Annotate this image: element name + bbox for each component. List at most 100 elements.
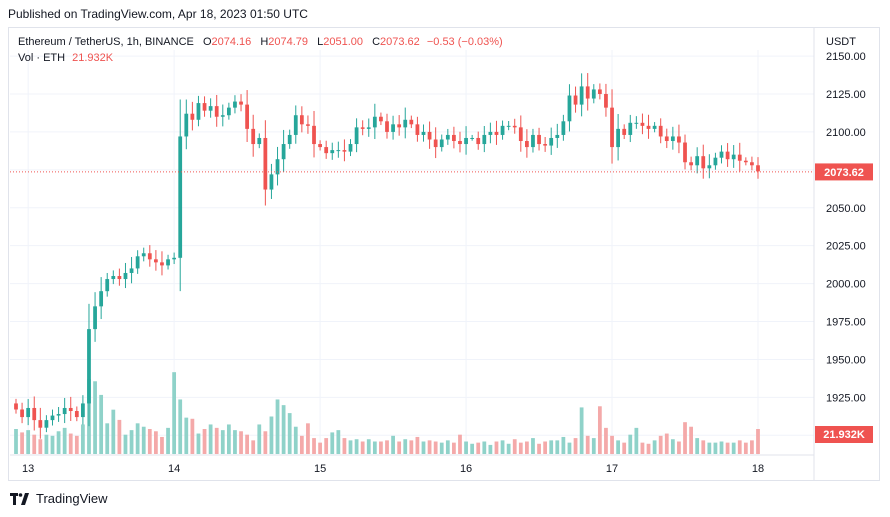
candle-body (172, 257, 177, 260)
candle-body (269, 174, 274, 190)
candle-body (348, 144, 353, 152)
price-axis[interactable]: 1900.001925.001950.001975.002000.002025.… (10, 28, 866, 480)
volume-bar (251, 440, 256, 454)
volume-bar (701, 440, 706, 454)
volume-bar (689, 426, 693, 454)
candle-body (299, 115, 304, 125)
volume-bar (318, 442, 322, 454)
volume-bar (670, 439, 675, 454)
candle-body (518, 127, 523, 142)
candle-body (233, 101, 237, 108)
price-tick-label: 2150.00 (826, 51, 866, 63)
candle-body (743, 160, 748, 163)
candle-body (99, 291, 104, 307)
price-tick-label: 1975.00 (826, 317, 866, 329)
candle-body (555, 134, 560, 138)
volume-bar (68, 433, 73, 454)
candle-body (543, 144, 548, 146)
candle-body (427, 131, 432, 140)
candle-body (135, 256, 140, 269)
volume-bar (524, 441, 529, 454)
candle-body (20, 409, 24, 418)
candle-body (87, 329, 91, 404)
candle-body (129, 268, 134, 273)
volume-bar (93, 381, 97, 454)
volume-bar (640, 442, 645, 454)
candle-body (208, 106, 213, 111)
time-tick-label: 13 (22, 463, 34, 475)
candle-body (640, 122, 645, 126)
grid (10, 50, 814, 455)
candle-body (646, 125, 651, 129)
volume-bar (190, 418, 195, 454)
volume-bar (81, 424, 85, 454)
candle-body (330, 150, 335, 154)
volume-bar (379, 441, 383, 454)
volume-bar (50, 435, 55, 454)
volume-bar (488, 444, 493, 454)
symbol-title[interactable]: Ethereum / TetherUS, 1h, BINANCE (18, 36, 194, 48)
volume-bar (275, 399, 280, 454)
volume-value: 21.932K (72, 52, 114, 64)
candle-body (214, 106, 219, 117)
volume-bar (391, 435, 395, 454)
candle-body (695, 156, 700, 166)
candle-body (220, 115, 225, 117)
volume-bar (622, 442, 627, 454)
price-tick-label: 2000.00 (826, 279, 866, 291)
volume-bar (573, 438, 578, 454)
candle-body (178, 136, 183, 258)
candle-body (44, 420, 49, 428)
volume-bar (531, 438, 535, 454)
volume-bar (628, 434, 633, 454)
candle-body (397, 124, 402, 128)
candle-body (287, 134, 292, 145)
high-value: 2074.79 (268, 36, 309, 48)
volume-bar (263, 431, 268, 454)
time-axis[interactable]: 13 14 15 16 17 18 (22, 463, 764, 475)
volume-bar (476, 442, 481, 454)
volume-bar (610, 435, 614, 454)
volume-bar (44, 434, 49, 454)
volume-bar (214, 427, 219, 454)
candle-body (306, 124, 310, 126)
volume-label[interactable]: Vol · ETH (18, 52, 66, 64)
candle-body (452, 134, 456, 142)
last-volume-label: 21.932K (823, 429, 865, 441)
volume-bar (257, 424, 262, 454)
candle-body (719, 151, 724, 158)
volume-bar (512, 439, 517, 454)
candle-body (701, 156, 706, 169)
candle-body (275, 159, 280, 175)
volume-bar (312, 438, 316, 454)
candle-body (506, 125, 511, 127)
volume-bar (664, 433, 669, 454)
last-price-label: 2073.62 (824, 167, 864, 179)
volume-bar (342, 438, 347, 454)
legend: Ethereum / TetherUS, 1h, BINANCE O2074.1… (18, 34, 503, 66)
volume-bar (579, 407, 584, 454)
candle-body (166, 259, 170, 266)
candle-body (597, 89, 602, 94)
candle-body (123, 272, 128, 280)
candle-body (750, 162, 754, 166)
volume-bar (756, 429, 760, 454)
volume-bar (482, 441, 487, 454)
candle-body (476, 137, 481, 145)
volume-bar (172, 372, 177, 454)
volume-bar (458, 434, 462, 454)
volume-bar (500, 440, 505, 454)
volume-bar (494, 441, 499, 454)
candle-body (379, 116, 383, 122)
close-label: C (372, 36, 381, 48)
volume-bar (196, 433, 201, 454)
candle-body (464, 137, 468, 145)
volume-bar (123, 434, 128, 454)
volume-bar (683, 422, 687, 454)
candle-body (372, 116, 377, 128)
volume-bar (585, 435, 590, 454)
volume-bar (129, 430, 134, 454)
volume-bar (731, 442, 736, 454)
candle-body (561, 121, 566, 135)
